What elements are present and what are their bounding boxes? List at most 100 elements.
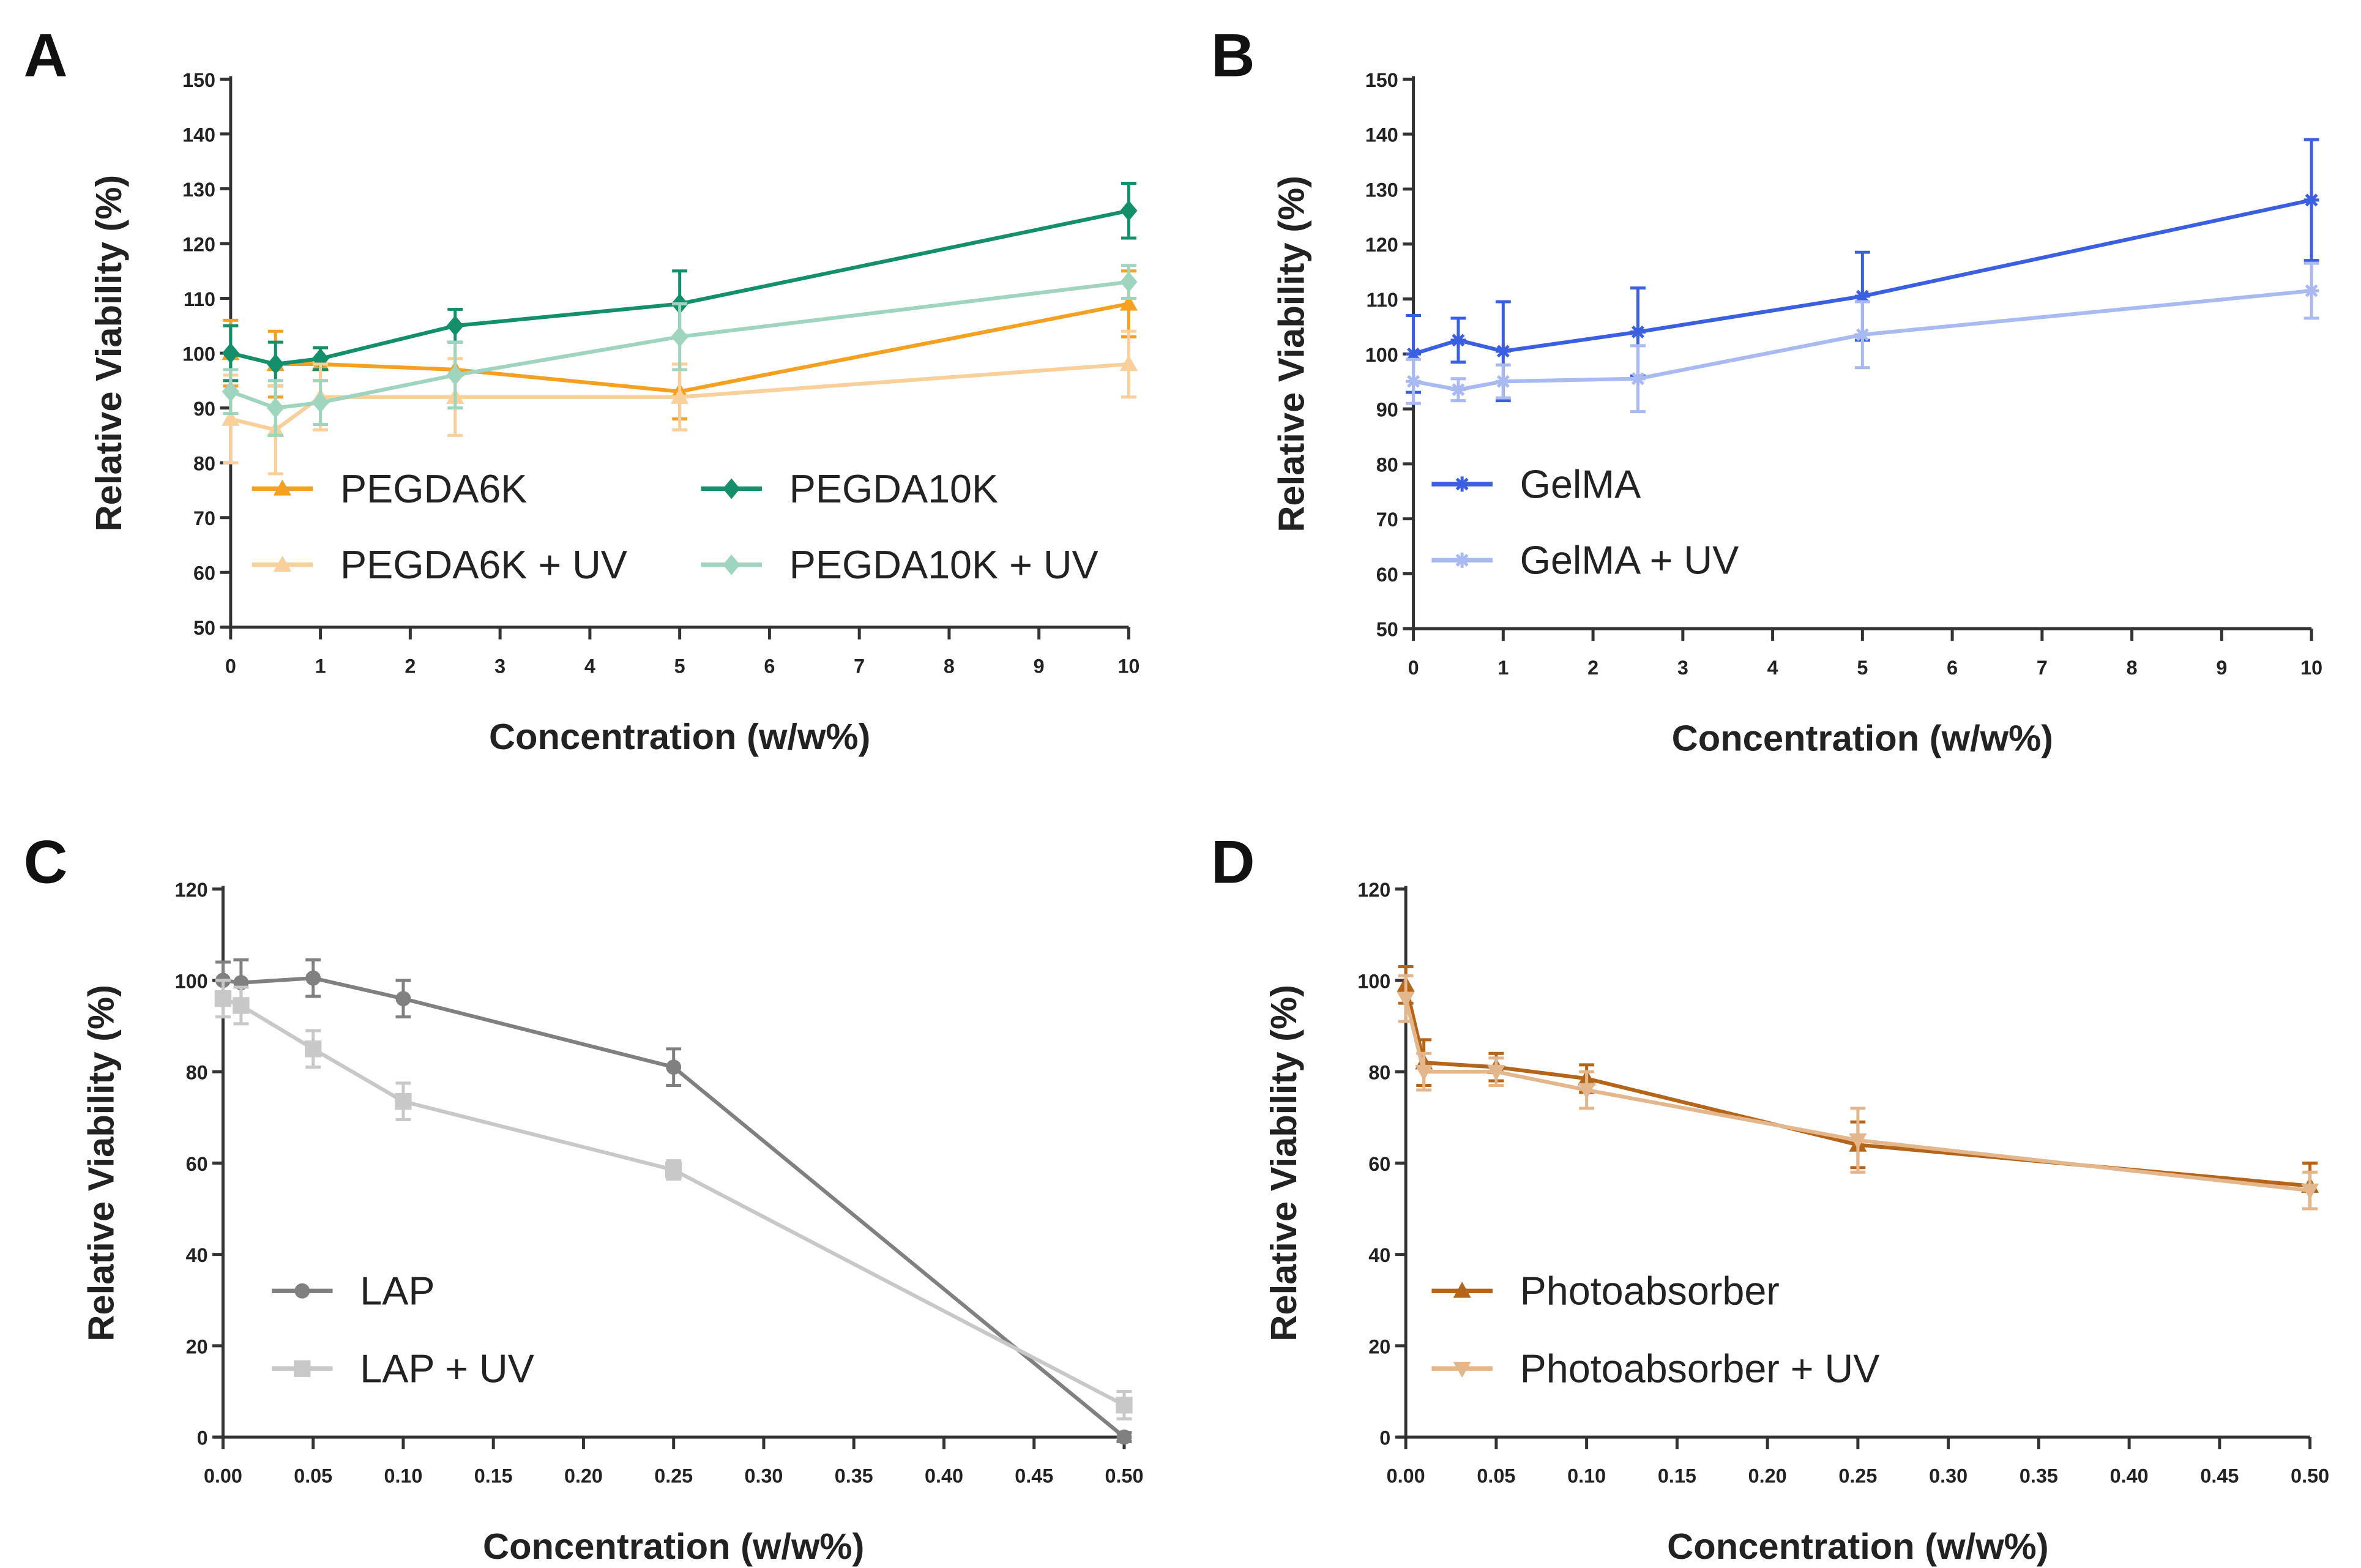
legend-item: LAP + UV bbox=[272, 1346, 534, 1391]
data-point bbox=[2303, 192, 2319, 208]
x-tick-label: 0.10 bbox=[1567, 1465, 1606, 1487]
data-point bbox=[1495, 343, 1511, 359]
x-tick-label: 10 bbox=[2300, 657, 2322, 679]
data-point bbox=[723, 554, 740, 575]
y-tick-label: 20 bbox=[1368, 1335, 1390, 1357]
y-tick-label: 120 bbox=[175, 879, 208, 901]
x-tick-label: 0.40 bbox=[2110, 1465, 2149, 1487]
y-tick-label: 60 bbox=[1376, 564, 1398, 586]
legend-item: GelMA + UV bbox=[1431, 538, 1739, 583]
x-tick-label: 1 bbox=[1498, 657, 1509, 679]
data-point bbox=[294, 1360, 311, 1377]
y-tick-label: 110 bbox=[1367, 289, 1398, 311]
data-point bbox=[311, 392, 329, 413]
legend-label: PEGDA10K + UV bbox=[789, 542, 1098, 587]
data-point bbox=[671, 326, 688, 348]
x-tick-label: 0.15 bbox=[1658, 1465, 1696, 1487]
x-tick-label: 0.20 bbox=[1748, 1465, 1787, 1487]
y-tick-label: 60 bbox=[186, 1153, 208, 1175]
y-tick-label: 150 bbox=[182, 69, 215, 91]
data-point bbox=[1406, 373, 1422, 389]
data-point bbox=[1450, 382, 1466, 398]
legend-label: LAP bbox=[360, 1269, 435, 1313]
data-point bbox=[395, 1092, 412, 1110]
x-tick-label: 0.40 bbox=[925, 1465, 963, 1487]
x-tick-label: 0.50 bbox=[1105, 1465, 1144, 1487]
data-point bbox=[273, 479, 291, 496]
y-axis-label: Relative Viability (%) bbox=[1270, 176, 1311, 532]
x-tick-label: 0.00 bbox=[204, 1465, 242, 1487]
series-lap bbox=[215, 958, 1132, 1445]
x-tick-label: 0.10 bbox=[384, 1465, 422, 1487]
y-tick-label: 60 bbox=[193, 562, 215, 584]
y-tick-label: 80 bbox=[1368, 1062, 1390, 1084]
y-tick-label: 140 bbox=[182, 124, 215, 146]
data-point bbox=[723, 478, 740, 499]
series-gelma-uv bbox=[1406, 261, 2319, 414]
x-tick-label: 4 bbox=[1767, 657, 1778, 679]
y-tick-label: 60 bbox=[1368, 1153, 1390, 1175]
chart-panel-a: A 50 60 70 80 90 100 110 120 130 140 150 0 1 2 3 4 5 6 7 8 9 1… bbox=[24, 21, 1140, 756]
legend-label: LAP + UV bbox=[360, 1346, 534, 1391]
data-point bbox=[1119, 354, 1138, 371]
y-tick-label: 130 bbox=[182, 179, 215, 201]
data-point bbox=[1495, 373, 1511, 389]
x-tick-label: 0.25 bbox=[1838, 1465, 1877, 1487]
data-point bbox=[1120, 271, 1138, 293]
x-tick-label: 0.20 bbox=[564, 1465, 603, 1487]
data-point bbox=[1450, 332, 1466, 348]
data-point bbox=[1487, 1064, 1505, 1081]
y-tick-label: 110 bbox=[184, 288, 215, 310]
data-point bbox=[671, 387, 689, 404]
panel-label: C bbox=[24, 829, 68, 897]
y-tick-label: 100 bbox=[1357, 970, 1390, 992]
x-tick-label: 0.25 bbox=[654, 1465, 693, 1487]
series-line bbox=[1412, 198, 2312, 356]
legend-label: GelMA bbox=[1520, 461, 1641, 506]
data-point bbox=[395, 991, 411, 1007]
series-line bbox=[1404, 984, 2310, 1188]
x-axis-label: Concentration (w/w%) bbox=[1667, 1526, 2048, 1567]
y-tick-label: 70 bbox=[193, 507, 215, 529]
y-tick-label: 0 bbox=[197, 1427, 208, 1449]
x-tick-label: 1 bbox=[315, 655, 326, 677]
x-tick-label: 0.45 bbox=[2200, 1465, 2239, 1487]
x-tick-label: 0.35 bbox=[2020, 1465, 2058, 1487]
y-tick-label: 100 bbox=[1365, 344, 1398, 366]
data-point bbox=[1406, 346, 1422, 362]
legend-item: GelMA bbox=[1431, 461, 1641, 506]
data-point bbox=[446, 365, 464, 386]
x-tick-label: 6 bbox=[764, 655, 775, 677]
data-point bbox=[666, 1059, 682, 1075]
panel-label: D bbox=[1211, 829, 1255, 897]
y-tick-label: 80 bbox=[1376, 454, 1398, 476]
x-tick-label: 2 bbox=[405, 655, 416, 677]
x-tick-label: 9 bbox=[1034, 655, 1045, 677]
legend-item: LAP bbox=[272, 1269, 435, 1313]
x-tick-label: 10 bbox=[1117, 655, 1139, 677]
data-point bbox=[2301, 1183, 2319, 1200]
series-gelma bbox=[1406, 138, 2319, 403]
x-tick-label: 8 bbox=[2127, 657, 2138, 679]
data-point bbox=[665, 1161, 682, 1179]
data-point bbox=[305, 1040, 322, 1058]
data-point bbox=[267, 397, 285, 419]
data-point bbox=[1397, 991, 1415, 1008]
x-tick-label: 0.30 bbox=[744, 1465, 783, 1487]
legend-label: PEGDA6K bbox=[340, 466, 527, 511]
data-point bbox=[305, 970, 321, 986]
x-tick-label: 0.35 bbox=[835, 1465, 873, 1487]
data-point bbox=[1854, 288, 1870, 304]
x-tick-label: 3 bbox=[1677, 657, 1688, 679]
y-tick-label: 100 bbox=[175, 970, 208, 992]
legend-label: GelMA + UV bbox=[1520, 538, 1739, 583]
data-point bbox=[222, 343, 239, 364]
data-point bbox=[294, 1283, 310, 1299]
series-lap-uv bbox=[214, 979, 1133, 1421]
panel-label: A bbox=[24, 21, 68, 89]
x-tick-label: 8 bbox=[944, 655, 955, 677]
x-tick-label: 0.15 bbox=[474, 1465, 513, 1487]
x-axis-label: Concentration (w/w%) bbox=[1672, 717, 2053, 758]
data-point bbox=[1630, 371, 1646, 387]
